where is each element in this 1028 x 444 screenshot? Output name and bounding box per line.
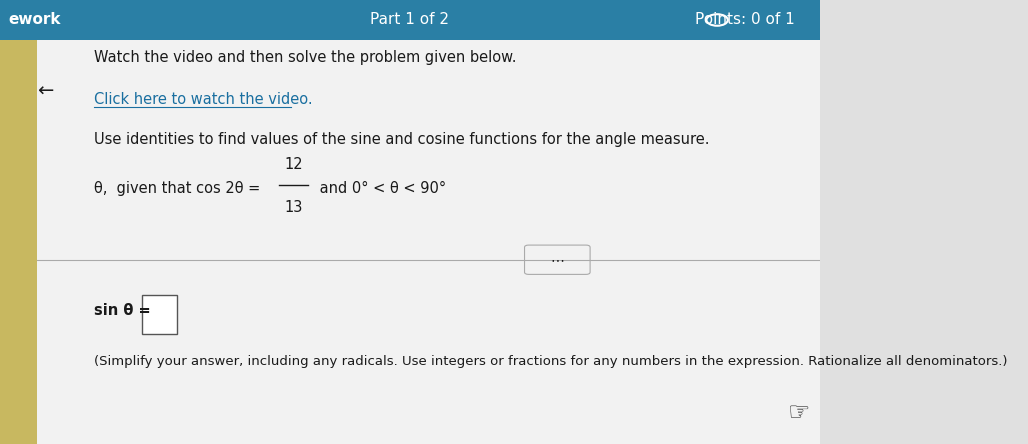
Text: Watch the video and then solve the problem given below.: Watch the video and then solve the probl… <box>95 50 517 65</box>
Text: Points: 0 of 1: Points: 0 of 1 <box>695 12 795 28</box>
Text: 12: 12 <box>284 157 302 172</box>
FancyBboxPatch shape <box>0 0 819 40</box>
Text: ⋯: ⋯ <box>550 253 564 267</box>
FancyBboxPatch shape <box>524 245 590 274</box>
Text: Click here to watch the video.: Click here to watch the video. <box>95 92 313 107</box>
Text: θ,  given that cos 2θ =: θ, given that cos 2θ = <box>95 181 265 196</box>
Text: Part 1 of 2: Part 1 of 2 <box>370 12 449 28</box>
FancyBboxPatch shape <box>37 40 819 444</box>
Text: Use identities to find values of the sine and cosine functions for the angle mea: Use identities to find values of the sin… <box>95 132 709 147</box>
Text: ☞: ☞ <box>787 401 810 425</box>
Text: and 0° < θ < 90°: and 0° < θ < 90° <box>315 181 446 196</box>
Text: (Simplify your answer, including any radicals. Use integers or fractions for any: (Simplify your answer, including any rad… <box>95 355 1007 369</box>
FancyBboxPatch shape <box>142 295 177 334</box>
FancyBboxPatch shape <box>0 40 37 444</box>
Text: ←: ← <box>37 82 53 100</box>
Text: ework: ework <box>8 12 61 28</box>
Text: sin θ =: sin θ = <box>95 303 151 318</box>
Text: 13: 13 <box>284 200 302 215</box>
